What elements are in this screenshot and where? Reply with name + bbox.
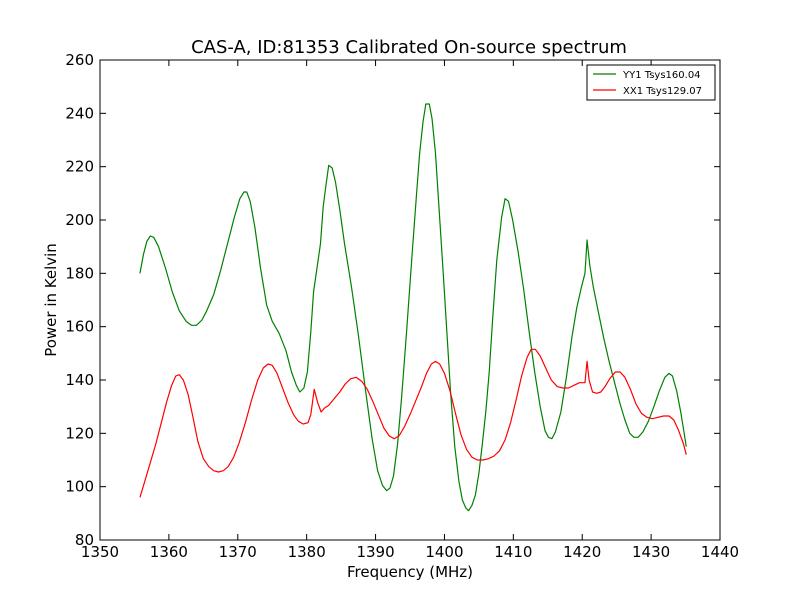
chart-title: CAS-A, ID:81353 Calibrated On-source spe… <box>191 37 627 58</box>
series-line-yy1 <box>139 103 687 512</box>
y-tick-label: 260 <box>65 51 94 69</box>
legend-box <box>586 64 716 101</box>
y-tick-label: 220 <box>65 158 94 176</box>
series-layer <box>139 103 687 512</box>
x-axis-label: Frequency (MHz) <box>347 563 473 581</box>
x-tick-label: 1350 <box>81 543 119 561</box>
y-tick-label: 180 <box>65 264 94 282</box>
x-tick-label: 1420 <box>563 543 601 561</box>
legend: YY1 Tsys160.04 XX1 Tsys129.07 <box>586 64 716 101</box>
plot-frame <box>99 59 721 541</box>
x-tick-label: 1380 <box>288 543 326 561</box>
x-tick-label: 1430 <box>632 543 670 561</box>
y-tick-label: 140 <box>65 371 94 389</box>
y-tick-label: 240 <box>65 104 94 122</box>
legend-label-yy1: YY1 Tsys160.04 <box>622 70 701 81</box>
x-tick-label: 1360 <box>150 543 188 561</box>
x-tick-label: 1440 <box>701 543 739 561</box>
legend-label-xx1: XX1 Tsys129.07 <box>623 86 702 97</box>
x-tick-label: 1370 <box>219 543 257 561</box>
x-tick-label: 1400 <box>425 543 463 561</box>
x-tick-label: 1390 <box>356 543 394 561</box>
x-tick-label: 1410 <box>494 543 532 561</box>
y-tick-label: 100 <box>65 478 94 496</box>
y-tick-label: 80 <box>75 531 94 549</box>
y-tick-label: 160 <box>65 318 94 336</box>
y-axis-label: Power in Kelvin <box>42 243 60 357</box>
series-line-xx1 <box>139 348 687 498</box>
y-tick-label: 120 <box>65 424 94 442</box>
tick-layer: 1350 1360 1370 1380 1390 1400 1410 1420 1430 1440… <box>65 51 739 561</box>
y-tick-label: 200 <box>65 211 94 229</box>
